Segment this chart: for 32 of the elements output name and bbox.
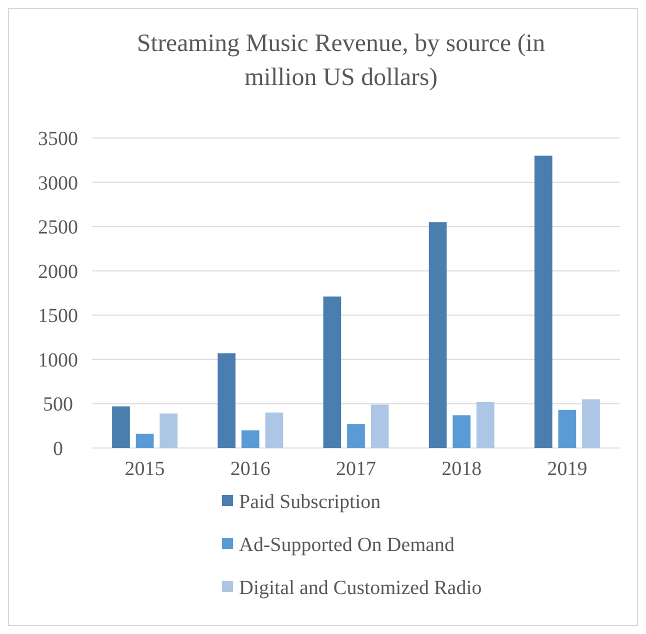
bar: [323, 296, 342, 448]
bar: [558, 410, 576, 448]
y-tick-label: 3000: [38, 172, 78, 194]
x-tick-label: 2018: [442, 458, 482, 480]
x-tick-label: 2017: [336, 458, 376, 480]
y-tick-label: 500: [43, 394, 73, 416]
y-tick-label: 1000: [38, 349, 78, 372]
legend-label: Paid Subscription: [239, 491, 381, 513]
bar: [265, 412, 284, 448]
bar: [136, 434, 154, 448]
bar: [428, 222, 447, 448]
bar: [112, 406, 130, 448]
bar: [476, 402, 494, 448]
bar: [218, 353, 236, 448]
y-tick-label: 1500: [38, 305, 78, 328]
y-tick-label: 3500: [38, 128, 78, 150]
bar: [160, 413, 178, 448]
bar: [370, 404, 389, 448]
y-tick-label: 2000: [38, 260, 78, 283]
legend-label: Ad-Supported On Demand: [239, 534, 455, 556]
y-tick-label: 0: [53, 438, 63, 460]
legend-label: Digital and Customized Radio: [239, 577, 482, 599]
x-tick-label: 2015: [124, 458, 165, 480]
x-tick-label: 2016: [230, 458, 270, 480]
bar: [582, 399, 600, 448]
bar: [241, 430, 260, 448]
bar: [534, 156, 552, 448]
bar: [347, 424, 365, 448]
y-tick-label: 2500: [38, 216, 78, 239]
x-tick-label: 2019: [547, 458, 588, 480]
chart-title: Streaming Music Revenue, by source (in million US dollars): [136, 30, 546, 91]
bar: [452, 415, 471, 448]
